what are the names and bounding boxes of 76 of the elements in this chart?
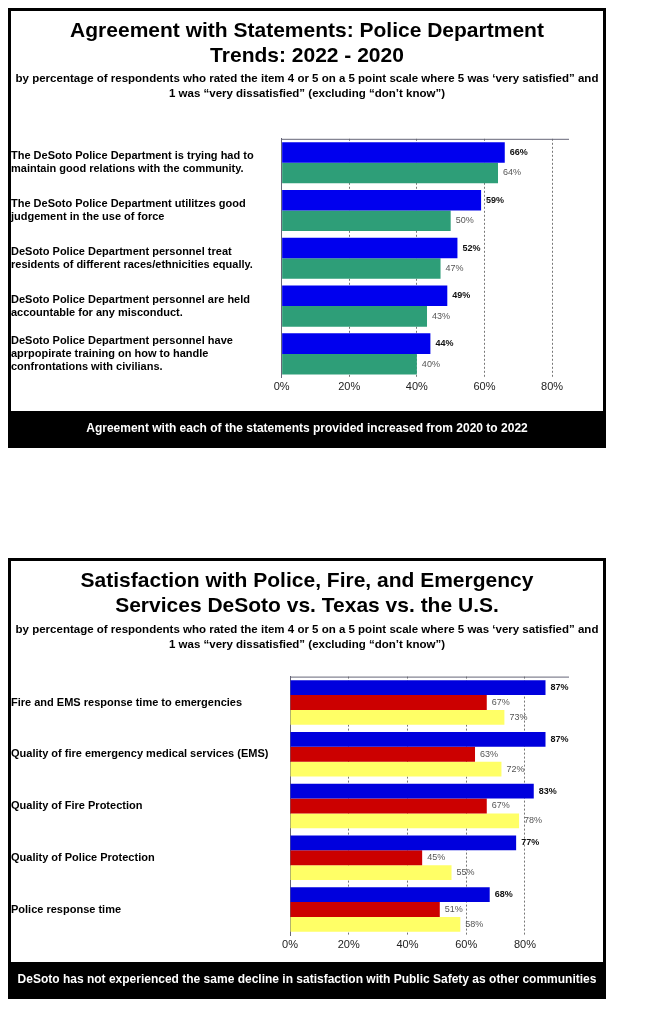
bar <box>282 306 428 327</box>
data-label: 50% <box>455 215 474 226</box>
data-label: 43% <box>432 311 451 322</box>
x-tick-label: 40% <box>405 380 429 393</box>
bar <box>282 238 458 259</box>
data-label: 52% <box>462 242 481 253</box>
y-tick-label: Fire and EMS response time to emergencies <box>11 695 243 708</box>
y-tick-label: Quality of Fire Protection <box>11 798 143 811</box>
bar <box>290 783 534 799</box>
bar <box>290 835 517 850</box>
x-tick-label: 40% <box>396 937 419 950</box>
data-label: 78% <box>524 814 543 825</box>
chart-subtitle: by percentage of respondents who rated the item 4 or 5 on a 5 point scale where 5 was ‘very satisfied” and 1 was “very dissatisfied” (excluding “don’t know”) <box>14 621 600 652</box>
y-tick-label: DeSoto Police Department personnel have aprpopirate training on how to handle confrontations with civilians. <box>11 333 233 373</box>
x-tick-label: 60% <box>455 937 478 950</box>
x-tick-label: 20% <box>338 380 361 393</box>
data-label: 73% <box>509 711 528 722</box>
data-label: 44% <box>435 338 454 349</box>
bar <box>282 354 417 375</box>
data-label: 59% <box>486 194 505 205</box>
data-label: 66% <box>509 147 528 158</box>
data-label: 64% <box>503 167 522 178</box>
data-label: 77% <box>521 836 540 847</box>
bar <box>282 210 451 232</box>
y-tick-label: Quality of fire emergency medical services (EMS) <box>11 746 269 759</box>
x-tick-label: 0% <box>282 937 299 950</box>
x-tick-label: 60% <box>473 380 496 393</box>
bar <box>290 731 546 747</box>
data-label: 67% <box>491 696 510 707</box>
bar <box>282 142 505 163</box>
data-label: 55% <box>456 866 475 877</box>
data-label: 68% <box>494 888 513 899</box>
chart-title: Satisfaction with Police, Fire, and Emergency Services DeSoto vs. Texas vs. the U.S. <box>79 567 535 618</box>
y-tick-label: DeSoto Police Department personnel are held accountable for any misconduct. <box>11 292 251 318</box>
data-label: 45% <box>427 851 446 862</box>
bar <box>282 285 448 307</box>
bar <box>282 333 431 355</box>
bar <box>290 864 452 880</box>
bar <box>290 812 520 828</box>
data-label: 67% <box>491 799 510 810</box>
bar <box>282 258 441 280</box>
bar <box>282 162 499 184</box>
x-tick-label: 20% <box>337 937 360 950</box>
data-label: 40% <box>421 358 440 369</box>
data-label: 87% <box>550 733 569 744</box>
data-label: 58% <box>465 918 484 929</box>
bar <box>290 746 476 762</box>
x-tick-label: 80% <box>541 380 564 393</box>
bar <box>290 901 440 917</box>
x-tick-label: 0% <box>273 380 290 393</box>
chart-title: Agreement with Statements: Police Department Trends: 2022 - 2020 <box>69 17 545 68</box>
chart-subtitle: by percentage of respondents who rated the item 4 or 5 on a 5 point scale where 5 was ‘very satisfied” and 1 was “very dissatisfied” (excluding “don’t know”) <box>14 71 600 102</box>
bar <box>290 798 487 813</box>
bar <box>290 679 546 695</box>
bar <box>290 886 490 902</box>
text: DeSoto has not experienced the same decline in satisfaction with Public Safety as other communities <box>11 961 603 996</box>
bar <box>290 709 505 725</box>
bar <box>290 849 423 865</box>
data-label: 63% <box>480 748 499 759</box>
data-label: 47% <box>445 263 464 274</box>
data-label: 72% <box>506 763 525 774</box>
bar <box>290 916 461 932</box>
bar <box>282 190 482 211</box>
x-tick-label: 80% <box>513 937 537 950</box>
data-label: 83% <box>538 785 557 796</box>
y-tick-label: The DeSoto Police Department utilitzes good judgement in the use of force <box>10 197 246 223</box>
y-tick-label: DeSoto Police Department personnel treat residents of different races/ethnicities equally. <box>11 244 253 271</box>
data-label: 49% <box>452 290 471 301</box>
data-label: 87% <box>550 681 569 692</box>
y-tick-label: Quality of Police Protection <box>11 850 155 863</box>
y-tick-label: The DeSoto Police Department is trying had to maintain good relations with the community. <box>11 149 254 175</box>
data-label: 51% <box>444 903 463 914</box>
bar <box>290 694 487 710</box>
bar <box>290 761 502 776</box>
text: Agreement with each of the statements provided increased from 2020 to 2022 <box>11 411 603 446</box>
y-tick-label: Police response time <box>11 902 122 915</box>
